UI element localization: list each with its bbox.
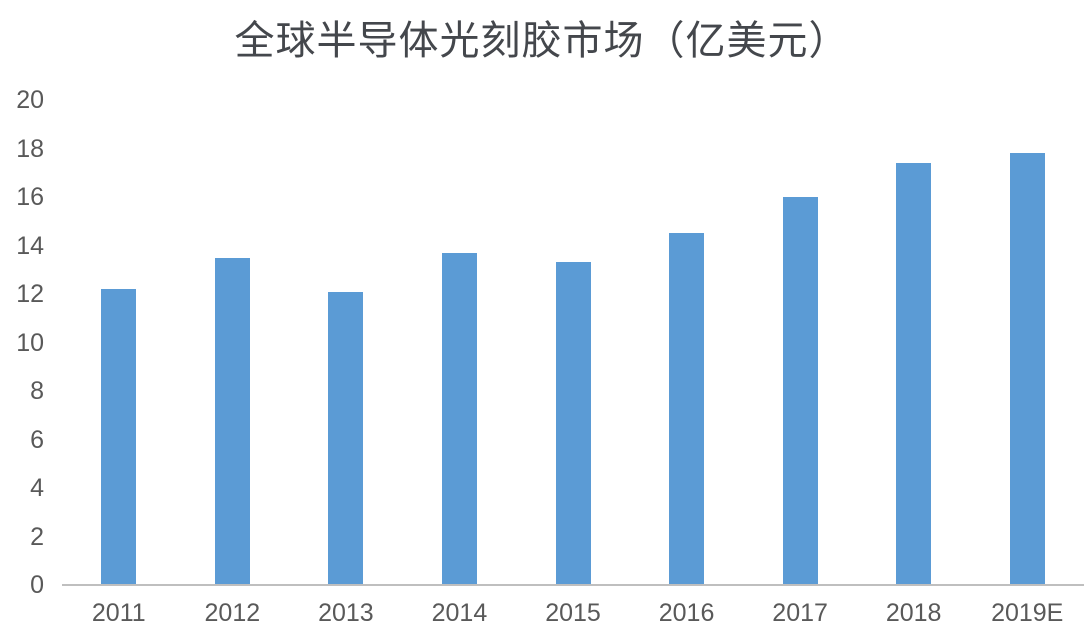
x-axis-tick-label: 2016 [658, 599, 715, 627]
y-axis-tick-label: 4 [30, 474, 44, 502]
bar-2015 [556, 262, 591, 585]
y-axis-tick-label: 20 [16, 86, 44, 114]
y-axis-tick-label: 10 [16, 328, 44, 357]
bar-2017 [783, 197, 818, 585]
y-axis-tick-label: 18 [16, 134, 44, 163]
y-axis-tick-label: 14 [16, 231, 44, 260]
x-axis-tick-label: 2014 [431, 599, 488, 627]
bar-2011 [101, 289, 136, 585]
y-axis-tick-label: 2 [30, 522, 44, 551]
x-axis-tick-label: 2013 [318, 599, 374, 627]
y-axis-tick-label: 0 [30, 571, 44, 599]
x-axis-tick-label: 2019E [991, 599, 1064, 627]
x-axis-tick-label: 2017 [772, 599, 828, 627]
y-axis-tick-label: 6 [30, 425, 44, 454]
bar-2014 [442, 253, 477, 585]
x-axis-tick-label: 2018 [885, 599, 942, 627]
bar-2018 [896, 163, 931, 585]
x-axis-tick-label: 2015 [545, 599, 601, 627]
bar-2013 [328, 292, 363, 585]
chart-title: 全球半导体光刻胶市场（亿美元） [234, 19, 850, 63]
x-axis-tick-label: 2012 [204, 599, 261, 627]
x-axis-line [62, 584, 1084, 586]
bar-2016 [669, 233, 704, 585]
y-axis-tick-label: 12 [16, 280, 44, 308]
y-axis-tick-label: 16 [16, 183, 44, 211]
y-axis-tick-label: 8 [30, 377, 44, 405]
x-axis-tick-label: 2011 [91, 599, 146, 627]
bar-2012 [215, 258, 250, 585]
bar-2019E [1010, 153, 1045, 585]
plot-area [62, 100, 1084, 585]
